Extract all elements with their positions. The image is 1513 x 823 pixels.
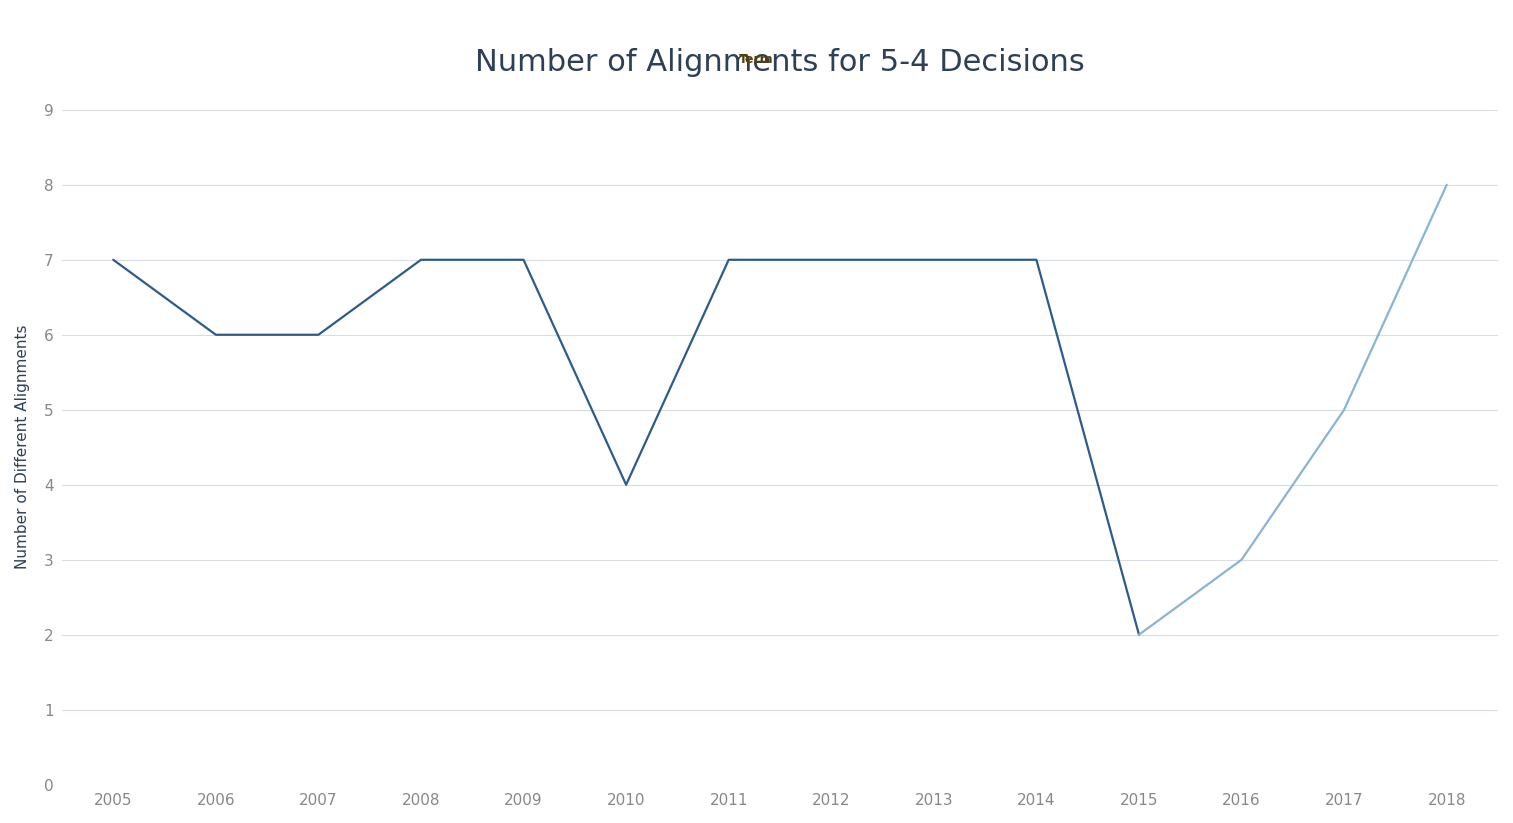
Text: Term: Term — [740, 53, 773, 67]
Y-axis label: Number of Different Alignments: Number of Different Alignments — [15, 325, 30, 570]
Title: Number of Alignments for 5-4 Decisions: Number of Alignments for 5-4 Decisions — [475, 48, 1085, 77]
